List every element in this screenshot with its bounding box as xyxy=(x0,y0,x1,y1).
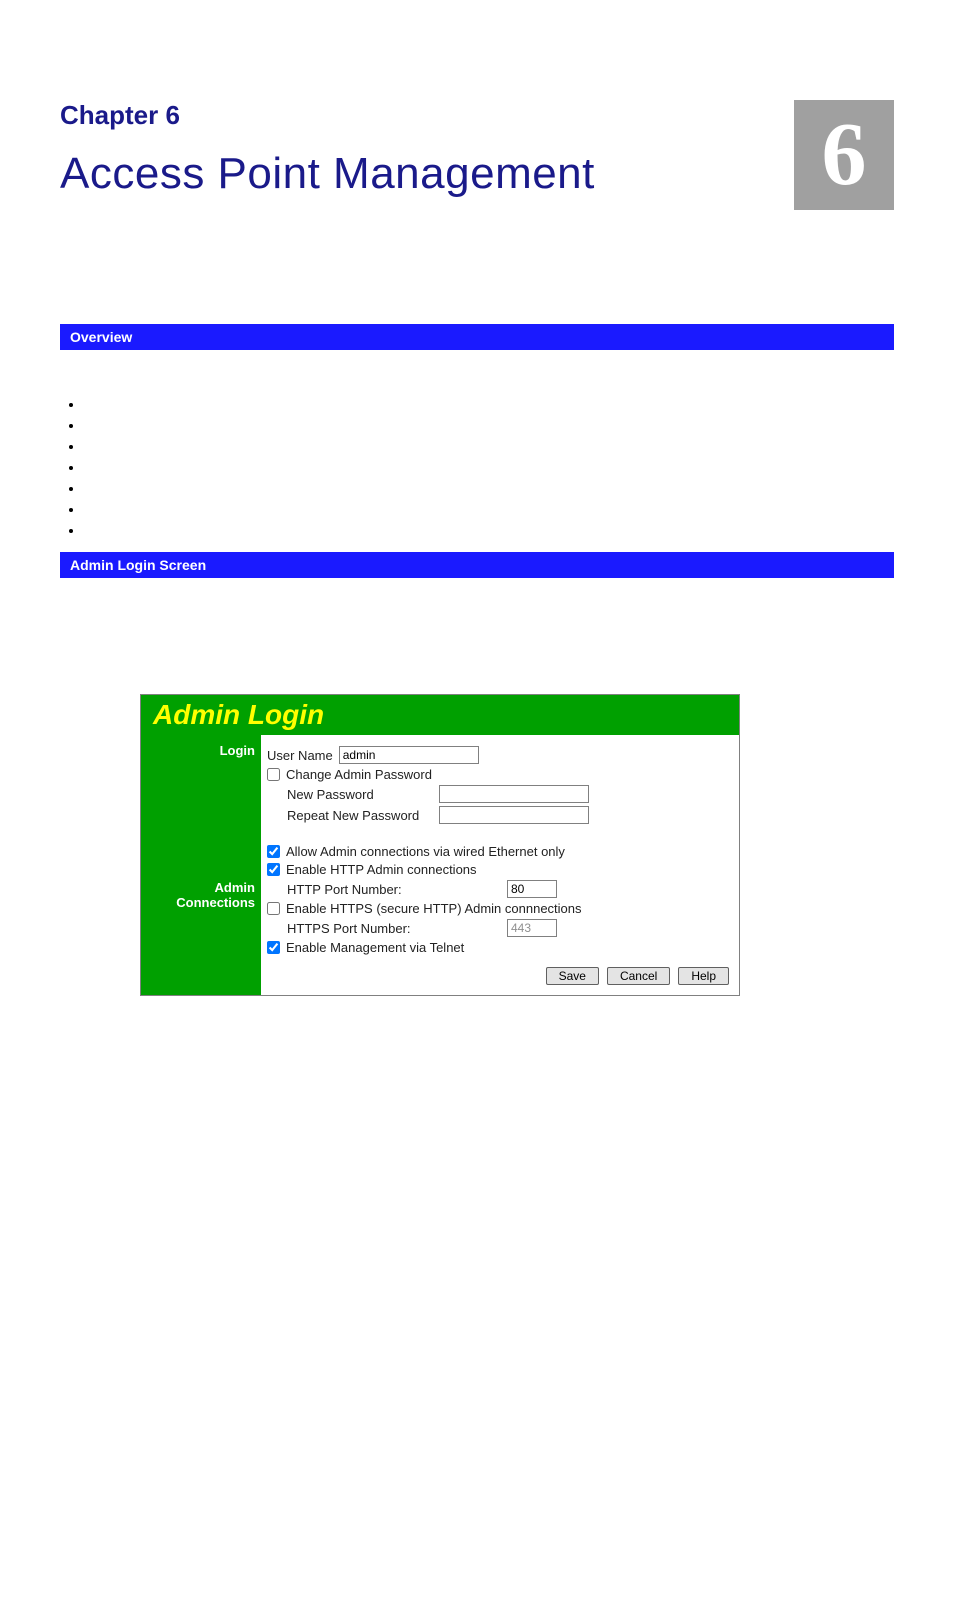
http-row: Enable HTTP Admin connections xyxy=(267,862,729,877)
sidebar-label-login: Login xyxy=(147,743,255,760)
http-label: Enable HTTP Admin connections xyxy=(286,862,477,877)
button-row: Save Cancel Help xyxy=(267,967,729,985)
wired-only-label: Allow Admin connections via wired Ethern… xyxy=(286,844,565,859)
http-checkbox[interactable] xyxy=(267,863,280,876)
feature-list: Admin Login Auto Config/Update Config Fi… xyxy=(84,396,894,538)
telnet-checkbox[interactable] xyxy=(267,941,280,954)
chapter-title: Access Point Management xyxy=(60,149,794,199)
wired-only-row: Allow Admin connections via wired Ethern… xyxy=(267,844,729,859)
new-password-label: New Password xyxy=(287,787,433,802)
list-item: Log xyxy=(84,459,894,475)
help-button[interactable]: Help xyxy=(678,967,729,985)
telnet-label: Enable Management via Telnet xyxy=(286,940,464,955)
https-checkbox[interactable] xyxy=(267,902,280,915)
chapter-header: Chapter 6 Access Point Management 6 xyxy=(60,100,894,210)
username-input[interactable] xyxy=(339,746,479,764)
overview-heading-bar: Overview xyxy=(60,324,894,350)
https-label: Enable HTTPS (secure HTTP) Admin connnec… xyxy=(286,901,582,916)
list-item: SNMP xyxy=(84,501,894,517)
https-port-row: HTTPS Port Number: xyxy=(267,919,729,937)
username-label: User Name xyxy=(267,748,333,763)
document-page: Chapter 6 Access Point Management 6 Over… xyxy=(0,0,954,1056)
list-item: Auto Config/Update xyxy=(84,417,894,433)
repeat-password-row: Repeat New Password xyxy=(267,806,729,824)
https-row: Enable HTTPS (secure HTTP) Admin connnec… xyxy=(267,901,729,916)
wired-only-checkbox[interactable] xyxy=(267,845,280,858)
chapter-number-badge: 6 xyxy=(794,100,894,210)
cancel-button[interactable]: Cancel xyxy=(607,967,670,985)
https-port-label: HTTPS Port Number: xyxy=(287,921,507,936)
new-password-input[interactable] xyxy=(439,785,589,803)
admin-heading-bar: Admin Login Screen xyxy=(60,552,894,578)
https-port-input[interactable] xyxy=(507,919,557,937)
panel-sidebar: Login Admin Connections xyxy=(141,735,261,995)
telnet-row: Enable Management via Telnet xyxy=(267,940,729,955)
http-port-row: HTTP Port Number: xyxy=(267,880,729,898)
save-button[interactable]: Save xyxy=(546,967,599,985)
sidebar-label-connections: Admin Connections xyxy=(147,880,255,910)
panel-title: Admin Login xyxy=(141,695,739,735)
list-item: Syslog xyxy=(84,522,894,538)
http-port-input[interactable] xyxy=(507,880,557,898)
list-item: Rogue APs xyxy=(84,480,894,496)
list-item: Config File xyxy=(84,438,894,454)
overview-intro: This Chapter explains when and how to us… xyxy=(60,364,894,380)
chapter-label: Chapter 6 xyxy=(60,100,794,131)
change-password-row: Change Admin Password xyxy=(267,767,729,782)
http-port-label: HTTP Port Number: xyxy=(287,882,507,897)
new-password-row: New Password xyxy=(267,785,729,803)
panel-main: User Name Change Admin Password New Pass… xyxy=(261,735,739,995)
admin-login-panel: Admin Login Login Admin Connections User… xyxy=(140,694,740,996)
repeat-password-label: Repeat New Password xyxy=(287,808,433,823)
change-password-label: Change Admin Password xyxy=(286,767,432,782)
list-item: Admin Login xyxy=(84,396,894,412)
username-row: User Name xyxy=(267,746,729,764)
admin-intro: The Admin Login screen allows you to ass… xyxy=(60,640,894,672)
change-password-checkbox[interactable] xyxy=(267,768,280,781)
repeat-password-input[interactable] xyxy=(439,806,589,824)
